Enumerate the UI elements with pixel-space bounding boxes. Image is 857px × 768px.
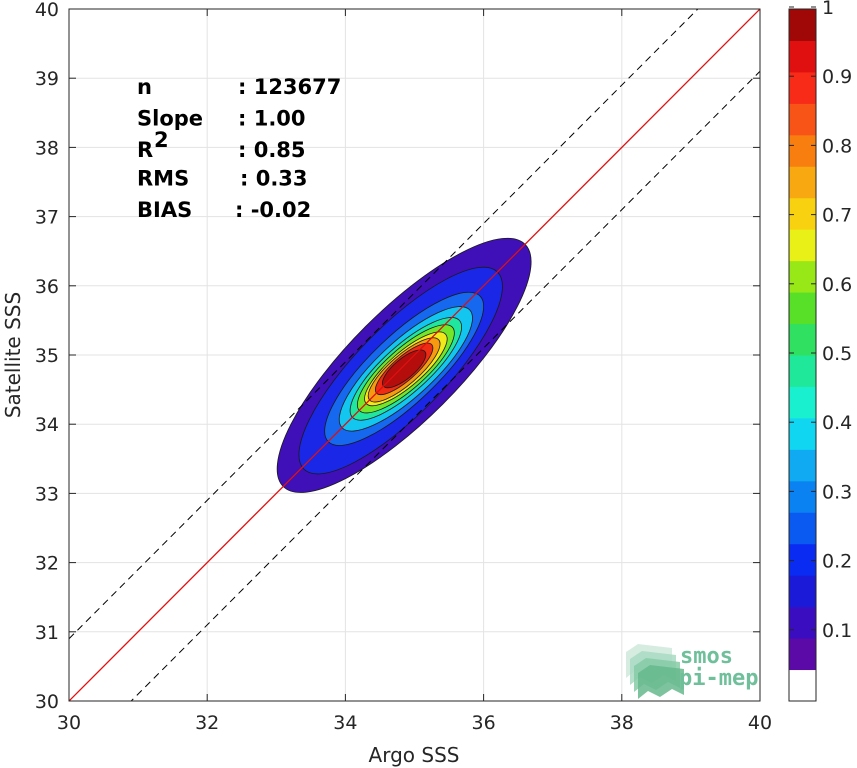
colorbar-band: [789, 229, 816, 262]
reference-line-lower: [130, 70, 760, 701]
reference-line-one-to-one: [69, 9, 760, 701]
colorbar-tick-label: 0.4: [822, 412, 852, 434]
colorbar-band: [789, 260, 816, 293]
colorbar-band: [789, 134, 816, 167]
colorbar-band: [789, 292, 816, 325]
stat-value-rms: : 0.33: [240, 167, 308, 191]
colorbar-tick-label: 0.8: [822, 135, 852, 157]
colorbar-band: [789, 543, 816, 576]
colorbar-band: [789, 449, 816, 482]
colorbar-band: [789, 166, 816, 199]
logo-text-pi-mep: pi-mep: [679, 666, 758, 691]
colorbar-band: [789, 103, 816, 136]
colorbar-band: [789, 417, 816, 450]
y-tick-label: 32: [35, 553, 59, 575]
colorbar-band: [789, 40, 816, 73]
stats-box: n : 123677 Slope : 1.00 R 2 : 0.85 RMS : 0.33 BIA…: [137, 75, 341, 222]
colorbar-band: [789, 71, 816, 104]
x-tick-label: 34: [333, 712, 357, 734]
colorbar-band: [789, 480, 816, 513]
x-tick-label: 40: [748, 712, 772, 734]
colorbar-tick-label: 0.7: [822, 205, 852, 227]
x-tick-label: 36: [472, 712, 496, 734]
colorbar-band: [789, 638, 816, 671]
stat-label-bias: BIAS: [137, 198, 192, 222]
stat-label-rms: RMS: [137, 167, 189, 191]
axes: 30 32 34 36 38 40 30 31 32 33 34 35 36 37 38 39 40: [35, 0, 772, 734]
colorbar-tick-label: 0.2: [822, 551, 852, 573]
stat-label-n: n: [137, 75, 152, 99]
stat-value-slope: : 1.00: [238, 107, 306, 131]
stat-value-bias: : -0.02: [235, 198, 311, 222]
y-tick-label: 36: [35, 276, 59, 298]
colorbar: 0.1 0.2 0.3 0.4 0.5 0.6 0.7 0.8 0.9 1: [788, 0, 852, 702]
colorbar-band: [789, 9, 816, 41]
y-tick-label: 35: [35, 345, 59, 367]
colorbar-band: [789, 512, 816, 545]
colorbar-band: [789, 386, 816, 419]
colorbar-frame: [788, 8, 817, 702]
reference-lines: [69, 9, 760, 701]
colorbar-tick-label: 0.5: [822, 343, 852, 365]
y-tick-label: 38: [35, 137, 59, 159]
colorbar-tick-label: 0.9: [822, 66, 852, 88]
y-axis-label: Satellite SSS: [1, 292, 25, 418]
x-tick-label: 32: [195, 712, 219, 734]
stat-value-n: : 123677: [238, 75, 341, 99]
colorbar-band: [789, 606, 816, 639]
stat-label-slope: Slope: [137, 107, 203, 131]
logo-layer-shape: [638, 665, 684, 699]
colorbar-tick-label: 0.1: [822, 620, 852, 642]
stat-label-superscript: 2: [154, 128, 169, 152]
colorbar-tick-label: 0.3: [822, 481, 852, 503]
x-axis-label: Argo SSS: [369, 743, 460, 767]
y-tick-label: 39: [35, 68, 59, 90]
stat-value-r: : 0.85: [238, 138, 306, 162]
reference-line-upper: [69, 9, 699, 640]
y-tick-label: 40: [35, 0, 59, 21]
smos-pi-mep-logo: smos pi-mep: [626, 644, 758, 699]
colorbar-tick-label: 1: [822, 0, 834, 19]
colorbar-band: [789, 197, 816, 230]
y-tick-label: 30: [35, 691, 59, 713]
y-tick-label: 34: [35, 414, 59, 436]
x-tick-label: 30: [57, 712, 81, 734]
x-tick-label: 38: [610, 712, 634, 734]
logo-mark-icon: [626, 644, 684, 699]
colorbar-tick-label: 0.6: [822, 274, 852, 296]
colorbar-band: [789, 575, 816, 608]
y-tick-label: 37: [35, 207, 59, 229]
y-tick-label: 33: [35, 483, 59, 505]
colorbar-band: [789, 355, 816, 387]
y-tick-label: 31: [35, 622, 59, 644]
stat-label-r: R: [137, 138, 153, 162]
colorbar-band: [789, 669, 816, 702]
colorbar-band: [789, 323, 816, 356]
logo-text-smos: smos: [680, 644, 733, 669]
